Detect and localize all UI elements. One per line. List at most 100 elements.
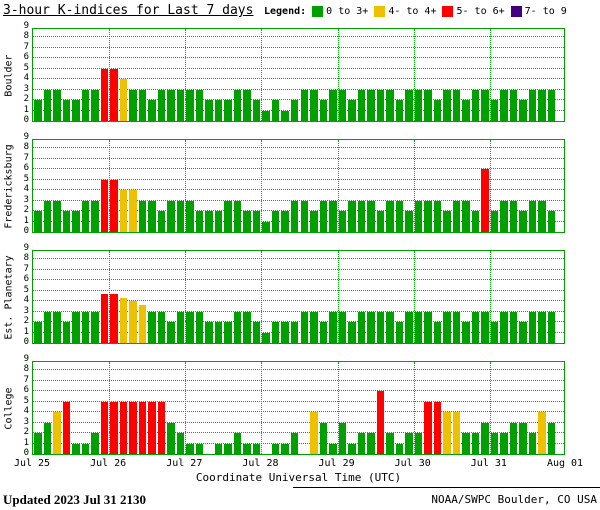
y-tick-label: 6	[23, 52, 29, 63]
k-bar	[329, 443, 337, 454]
k-bar	[214, 443, 223, 454]
legend-item-label: 4- to 4+	[388, 6, 437, 17]
k-bar	[376, 391, 385, 454]
k-bar	[310, 311, 318, 343]
k-bar	[119, 190, 128, 232]
k-bar	[281, 211, 289, 232]
k-bar	[376, 211, 385, 232]
k-bar	[214, 322, 223, 343]
vertical-gridline	[413, 251, 415, 343]
k-bar	[110, 294, 118, 343]
x-axis-title: Coordinate Universal Time (UTC)	[195, 471, 402, 484]
k-bar	[490, 211, 499, 232]
station-label-boulder: Boulder	[2, 28, 16, 122]
k-bar	[471, 311, 480, 343]
k-bar	[357, 311, 366, 343]
y-tick-label: 7	[23, 263, 29, 274]
k-bar	[252, 322, 261, 343]
x-tick-label: Jul 25	[13, 458, 51, 469]
horizontal-gridline	[33, 220, 564, 222]
k-bar	[252, 100, 261, 121]
k-bar	[186, 443, 194, 454]
y-tick-label: 2	[23, 427, 29, 438]
k-bar	[414, 89, 423, 121]
vertical-gridline	[185, 140, 187, 232]
horizontal-gridline	[33, 432, 564, 434]
k-bar	[167, 422, 175, 454]
k-bar	[367, 311, 375, 343]
k-bar	[538, 89, 546, 121]
y-tick-label: 9	[23, 132, 29, 142]
k-bar	[252, 443, 261, 454]
legend: Legend: 0 to 3+ 4- to 4+ 5- to 6+ 7- to …	[264, 6, 567, 17]
k-bar	[157, 401, 166, 454]
k-bar	[414, 200, 423, 232]
k-bar	[519, 211, 527, 232]
k-bar	[433, 322, 442, 343]
horizontal-gridline	[33, 268, 564, 270]
k-bar	[528, 433, 537, 454]
horizontal-gridline	[33, 390, 564, 392]
k-bar	[414, 311, 423, 343]
k-bar	[43, 200, 52, 232]
k-bar	[53, 89, 61, 121]
k-bar	[138, 200, 147, 232]
legend-item-red: 5- to 6+	[442, 6, 505, 17]
k-bar	[367, 433, 375, 454]
k-bar	[443, 211, 451, 232]
k-bar	[148, 311, 156, 343]
k-bar	[91, 89, 99, 121]
k-bar	[471, 433, 480, 454]
k-bar	[91, 433, 99, 454]
y-tick-label: 4	[23, 184, 29, 195]
k-bar	[329, 311, 337, 343]
k-bar	[119, 79, 128, 121]
k-bar	[500, 200, 508, 232]
y-tick-label: 5	[23, 395, 29, 406]
k-bar	[224, 443, 232, 454]
x-tick-label: Jul 26	[90, 458, 127, 469]
k-bar	[233, 311, 242, 343]
horizontal-gridline	[33, 157, 564, 159]
k-bar	[310, 412, 318, 454]
k-bar	[395, 322, 404, 343]
y-tick-label: 8	[23, 31, 29, 42]
horizontal-gridline	[33, 109, 564, 111]
k-bar	[110, 179, 118, 232]
plot-area	[33, 140, 564, 232]
horizontal-gridline	[33, 400, 564, 402]
y-tick-label: 9	[23, 21, 29, 31]
k-bar	[233, 89, 242, 121]
k-bar	[62, 100, 71, 121]
k-bar	[386, 311, 394, 343]
k-bar	[186, 89, 194, 121]
y-tick-label: 8	[23, 253, 29, 264]
k-bar	[53, 412, 61, 454]
k-bar	[271, 100, 280, 121]
k-bar	[547, 211, 556, 232]
k-bar	[481, 422, 489, 454]
horizontal-gridline	[33, 147, 564, 149]
k-bar	[195, 311, 204, 343]
k-bar	[386, 200, 394, 232]
k-bar	[243, 89, 251, 121]
k-bar	[433, 200, 442, 232]
x-axis-ticks: Jul 25 Jul 26 Jul 27 Jul 28 Jul 29 Jul 30 Jul …	[14, 458, 583, 470]
k-bar	[195, 89, 204, 121]
y-tick-label: 6	[23, 163, 29, 174]
horizontal-gridline	[33, 67, 564, 69]
k-bar	[357, 89, 366, 121]
k-bar	[100, 401, 109, 454]
y-tick-label: 6	[23, 385, 29, 396]
horizontal-gridline	[33, 421, 564, 423]
k-bar	[319, 422, 328, 454]
k-bar	[538, 200, 546, 232]
vertical-gridline	[261, 362, 263, 454]
k-bar	[224, 100, 232, 121]
k-bar	[500, 433, 508, 454]
k-bar	[53, 200, 61, 232]
x-tick-label: Aug 01	[546, 458, 584, 469]
k-bar	[205, 211, 213, 232]
